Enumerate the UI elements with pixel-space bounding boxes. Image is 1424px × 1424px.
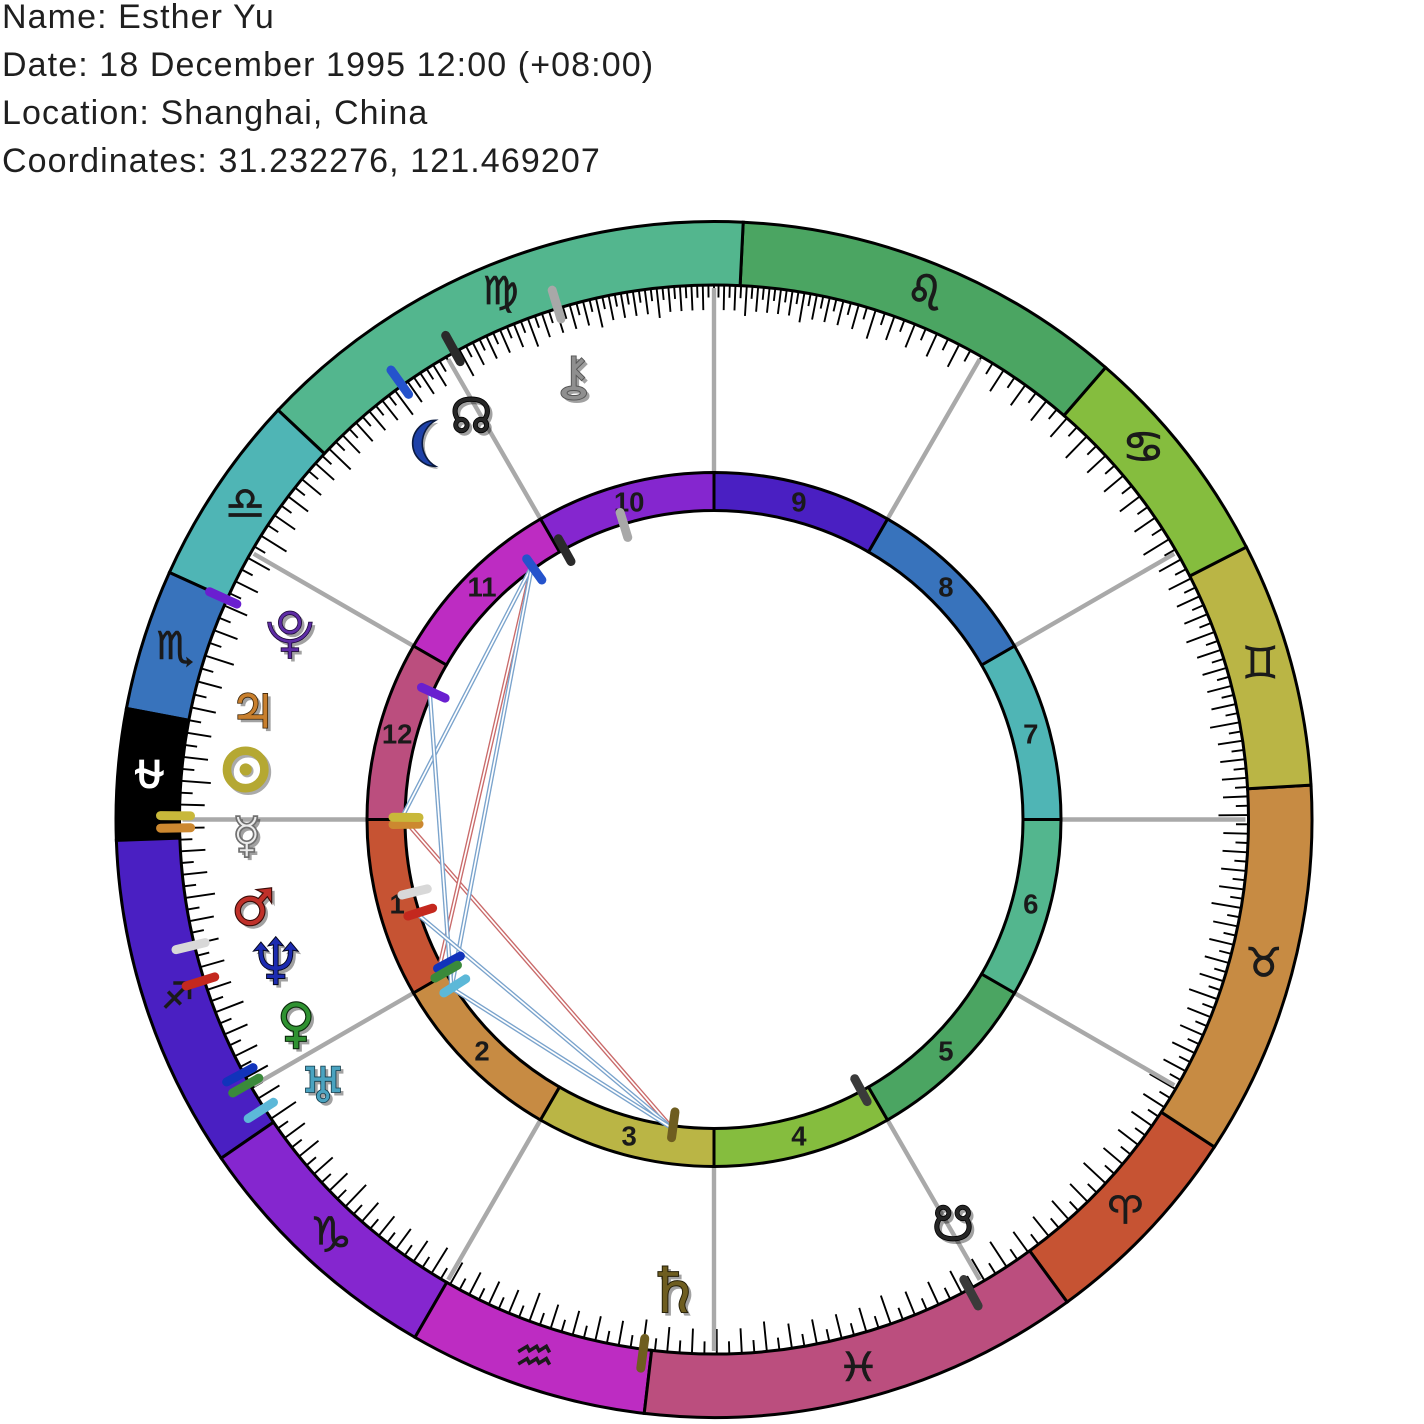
- svg-text:2: 2: [474, 1035, 489, 1066]
- svg-text:5: 5: [938, 1035, 953, 1066]
- svg-text:6: 6: [1023, 888, 1038, 919]
- svg-text:8: 8: [938, 572, 953, 603]
- svg-text:9: 9: [791, 487, 806, 518]
- svg-text:7: 7: [1023, 719, 1038, 750]
- svg-text:4: 4: [791, 1120, 807, 1151]
- svg-text:12: 12: [382, 719, 413, 750]
- svg-text:11: 11: [468, 572, 497, 603]
- svg-text:3: 3: [621, 1120, 636, 1151]
